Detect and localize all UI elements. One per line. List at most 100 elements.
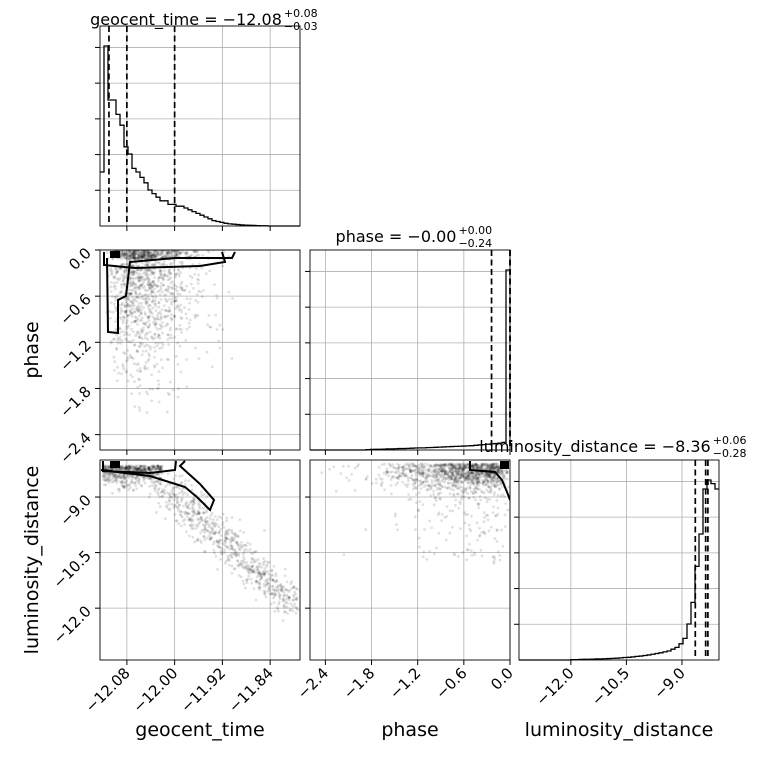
scatter-point: [210, 528, 214, 531]
scatter-point: [190, 488, 194, 492]
scatter-point: [215, 544, 219, 548]
scatter-point: [388, 463, 392, 467]
scatter-point: [160, 250, 164, 253]
scatter-point: [232, 536, 236, 540]
scatter-point: [487, 468, 491, 471]
scatter-point: [262, 572, 266, 576]
scatter-point: [120, 250, 124, 253]
scatter-point: [498, 553, 502, 557]
scatter-point: [124, 257, 128, 261]
scatter-point: [186, 504, 189, 508]
scatter-point: [134, 477, 137, 480]
scatter-point: [169, 326, 172, 330]
x-axis-label-phase: phase: [381, 719, 438, 741]
scatter-point: [128, 309, 132, 313]
scatter-point: [429, 470, 433, 474]
scatter-point: [491, 476, 495, 480]
scatter-point: [455, 467, 458, 471]
scatter-point: [125, 475, 129, 479]
scatter-point: [167, 250, 171, 253]
scatter-point: [119, 476, 122, 480]
scatter-point: [440, 466, 444, 470]
scatter-point: [503, 469, 507, 473]
scatter-point: [131, 264, 135, 268]
scatter-point: [422, 471, 426, 475]
scatter-point: [472, 482, 475, 486]
scatter-point: [124, 370, 128, 374]
scatter-point: [347, 478, 351, 482]
scatter-point: [489, 463, 492, 467]
scatter-point: [411, 478, 415, 482]
scatter-point: [245, 579, 249, 582]
scatter-point: [476, 479, 480, 482]
scatter-point: [291, 604, 295, 608]
scatter-point: [143, 467, 146, 471]
scatter-point: [146, 253, 149, 257]
scatter-point: [452, 480, 456, 484]
scatter-point: [467, 472, 470, 476]
scatter-point: [453, 553, 457, 557]
scatter-point: [400, 465, 404, 469]
scatter-point: [183, 523, 187, 526]
scatter-point: [180, 285, 184, 289]
scatter-point: [220, 546, 224, 550]
scatter-point: [240, 564, 244, 568]
scatter-point: [125, 319, 129, 323]
scatter-point: [501, 485, 504, 489]
scatter-point: [178, 260, 182, 264]
x-tick-label: −11.84: [225, 664, 277, 716]
scatter-point: [200, 295, 204, 298]
scatter-point: [453, 480, 456, 484]
scatter-point: [450, 467, 454, 471]
scatter-point: [465, 486, 469, 490]
scatter-point: [148, 308, 152, 312]
scatter-point: [139, 465, 143, 469]
scatter-point: [488, 466, 492, 469]
scatter-point: [422, 485, 426, 488]
scatter-point: [187, 534, 191, 538]
scatter-point: [480, 554, 484, 558]
scatter-point: [180, 310, 184, 314]
scatter-point: [139, 311, 143, 315]
scatter-point: [478, 494, 482, 498]
scatter-point: [157, 487, 161, 490]
scatter-point: [170, 300, 173, 304]
scatter-point: [147, 307, 151, 311]
scatter-point: [102, 483, 106, 487]
scatter-point: [443, 467, 447, 471]
scatter-point: [221, 542, 225, 545]
scatter-point: [118, 338, 122, 342]
scatter-point: [495, 480, 498, 484]
scatter-point: [120, 250, 124, 254]
scatter-point: [169, 281, 173, 285]
scatter-point: [148, 252, 151, 256]
density-peak: [500, 461, 509, 469]
scatter-point: [160, 276, 164, 280]
scatter-point: [433, 479, 437, 483]
scatter-point: [112, 276, 116, 280]
scatter-point: [125, 263, 128, 266]
scatter-point: [236, 559, 240, 563]
scatter-point: [174, 252, 178, 255]
scatter-point: [140, 256, 144, 260]
x-tick-label: −1.2: [386, 664, 424, 702]
scatter-point: [146, 263, 150, 267]
scatter-point: [248, 542, 252, 546]
scatter-point: [491, 482, 495, 486]
scatter-point: [101, 475, 105, 479]
scatter-point: [427, 483, 431, 487]
scatter-point: [221, 523, 224, 527]
scatter-point: [157, 333, 160, 337]
scatter-point: [177, 491, 181, 495]
scatter-point: [283, 599, 286, 603]
scatter-point: [136, 250, 140, 253]
scatter-point: [139, 465, 142, 468]
scatter-point: [178, 274, 181, 278]
scatter-point: [264, 595, 268, 599]
scatter-point: [402, 473, 406, 477]
scatter-point: [144, 300, 148, 304]
scatter-point: [410, 477, 414, 480]
scatter-point: [192, 500, 196, 504]
scatter-point: [455, 479, 459, 482]
scatter-point: [120, 286, 124, 289]
